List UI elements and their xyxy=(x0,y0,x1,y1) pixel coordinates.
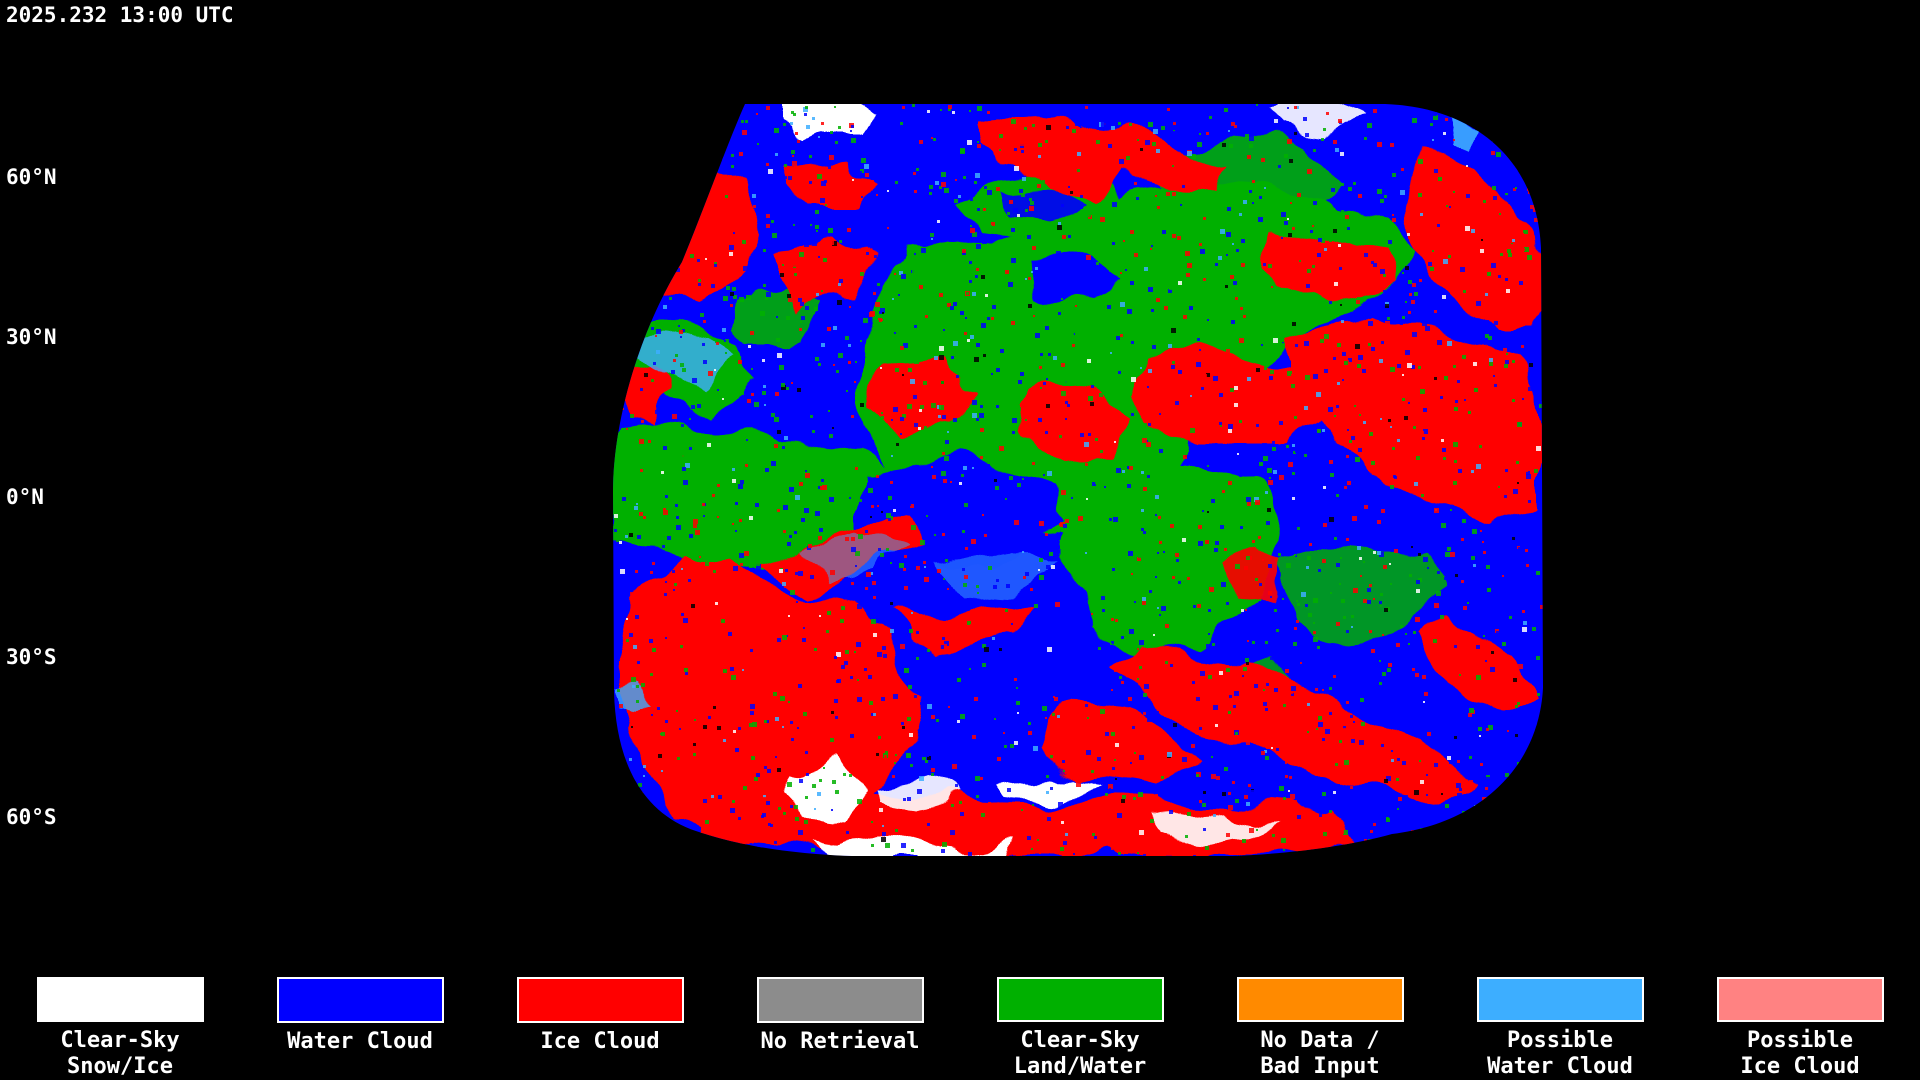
legend-item-clear-sky-snow-ice: Clear-Sky Snow/Ice xyxy=(0,960,240,1080)
legend-item-no-data-bad-input: No Data / Bad Input xyxy=(1200,960,1440,1080)
legend-label: Clear-Sky Snow/Ice xyxy=(60,1028,179,1080)
legend-swatch-possible-water-cloud xyxy=(1476,977,1644,1022)
legend-label-line1: Possible xyxy=(1507,1028,1613,1053)
legend-label-line1: Clear-Sky xyxy=(60,1028,180,1053)
legend-label-line2: Water Cloud xyxy=(1487,1054,1633,1079)
legend-swatch-ice-cloud xyxy=(516,977,684,1023)
legend-item-no-retrieval: No Retrieval xyxy=(720,960,960,1080)
legend-label-line2: Bad Input xyxy=(1260,1054,1380,1079)
legend-item-ice-cloud: Ice Cloud xyxy=(480,960,720,1080)
legend-swatch-no-data-bad-input xyxy=(1236,977,1404,1022)
latitude-label-60s: 60°S xyxy=(6,805,57,829)
timestamp: 2025.232 13:00 UTC xyxy=(6,3,234,27)
legend-label-line2: Land/Water xyxy=(1013,1054,1147,1079)
legend-label-line2: Snow/Ice xyxy=(67,1054,173,1079)
legend-label: No Data / Bad Input xyxy=(1260,1028,1379,1080)
legend-swatch-clear-sky-land-water xyxy=(996,977,1164,1022)
legend-swatch-clear-sky-snow-ice xyxy=(36,977,204,1022)
legend-label-line1: Water Cloud xyxy=(287,1029,433,1054)
legend: Clear-Sky Snow/Ice Water Cloud Ice Cloud … xyxy=(0,960,1920,1080)
legend-label-line1: No Data / xyxy=(1260,1028,1380,1053)
latitude-label-30s: 30°S xyxy=(6,645,57,669)
latitude-label-60n: 60°N xyxy=(6,165,57,189)
legend-label: No Retrieval xyxy=(761,1029,920,1055)
legend-label: Water Cloud xyxy=(287,1029,433,1055)
legend-label: Ice Cloud xyxy=(540,1029,659,1055)
world-map: 2025.232 13:00 UTC 60°N 30°N 0°N 30°S 60… xyxy=(6,3,1543,856)
legend-label-line2: Ice Cloud xyxy=(1740,1054,1860,1079)
legend-label-line1: Clear-Sky xyxy=(1020,1028,1140,1053)
legend-item-possible-water-cloud: Possible Water Cloud xyxy=(1440,960,1680,1080)
legend-label-line1: Ice Cloud xyxy=(540,1029,660,1054)
legend-label-line1: Possible xyxy=(1747,1028,1853,1053)
satellite-data-overlay xyxy=(613,104,1543,856)
legend-item-possible-ice-cloud: Possible Ice Cloud xyxy=(1680,960,1920,1080)
legend-label: Clear-Sky Land/Water xyxy=(1014,1028,1146,1080)
latitude-label-30n: 30°N xyxy=(6,325,57,349)
legend-swatch-no-retrieval xyxy=(756,977,924,1023)
legend-label: Possible Ice Cloud xyxy=(1740,1028,1859,1080)
legend-label: Possible Water Cloud xyxy=(1487,1028,1633,1080)
legend-item-water-cloud: Water Cloud xyxy=(240,960,480,1080)
legend-swatch-possible-ice-cloud xyxy=(1716,977,1884,1022)
legend-item-clear-sky-land-water: Clear-Sky Land/Water xyxy=(960,960,1200,1080)
legend-swatch-water-cloud xyxy=(276,977,444,1023)
latitude-label-0n: 0°N xyxy=(6,485,44,509)
legend-label-line1: No Retrieval xyxy=(760,1029,920,1054)
